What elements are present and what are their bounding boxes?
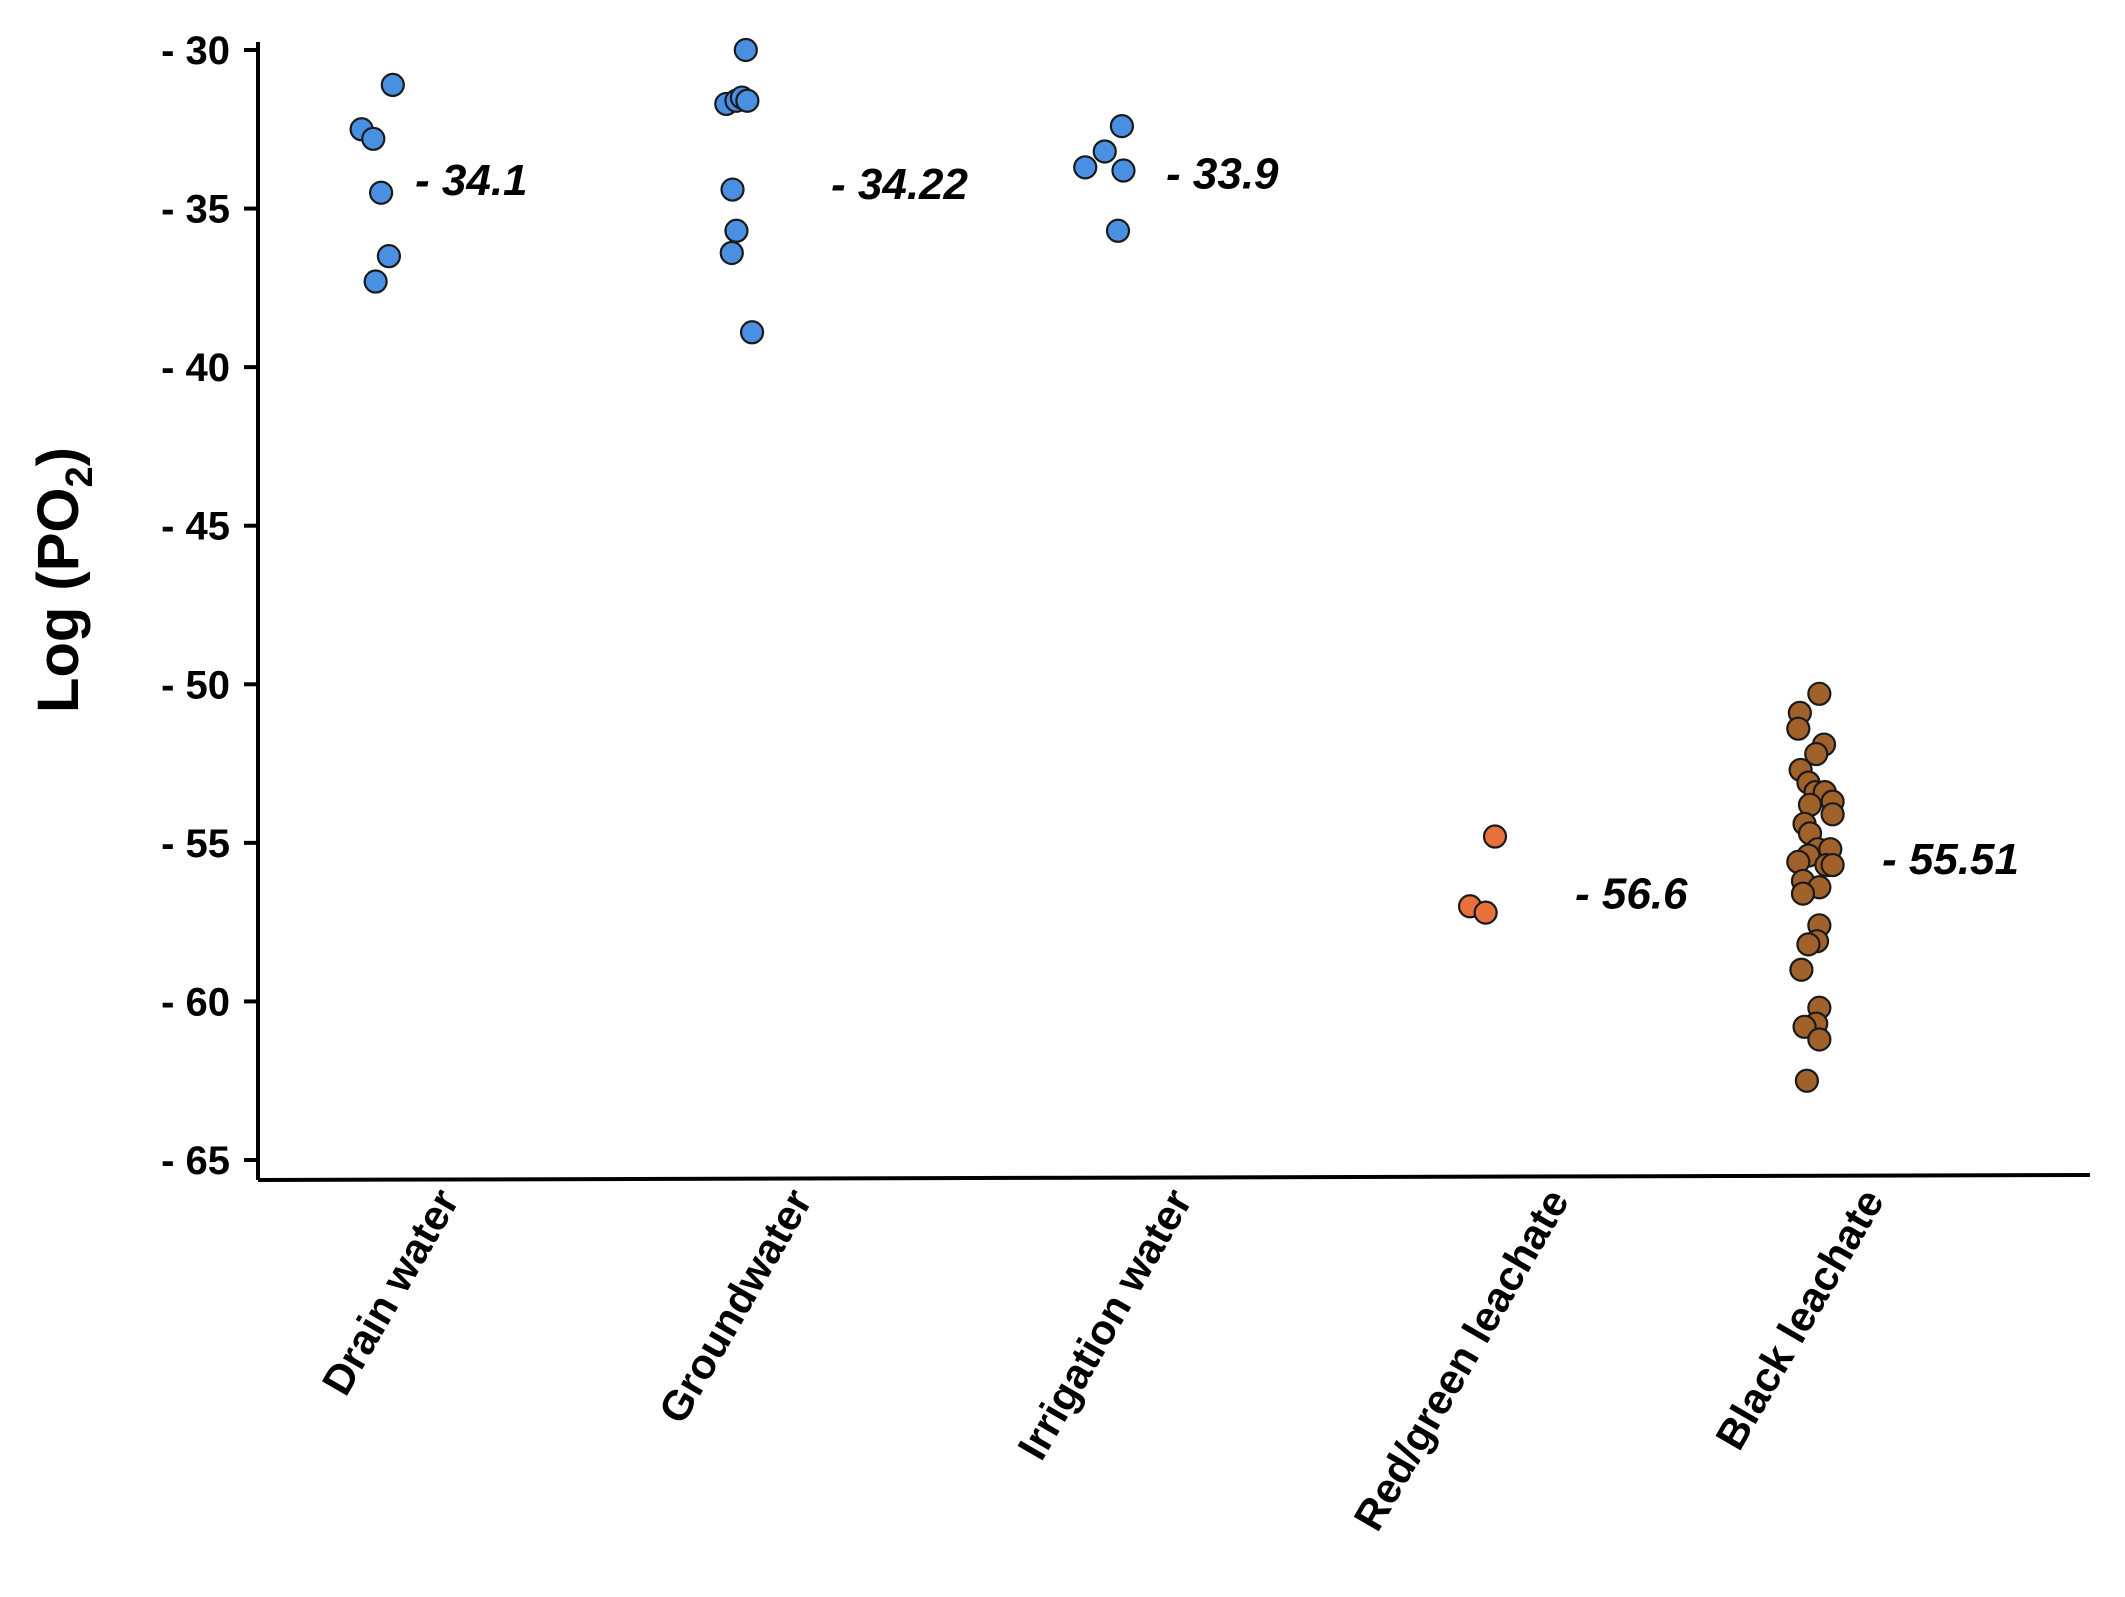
y-tick-label: - 40 (161, 346, 230, 390)
chart-axes (256, 42, 2091, 1182)
mean-label: - 55.51 (1882, 835, 2019, 884)
data-point (1807, 681, 1832, 706)
data-point (1105, 218, 1131, 243)
y-ticks: - 30 - 35 - 40 - 45 - 50 - 55 - 60 - 65 (161, 29, 258, 1183)
data-point (369, 180, 394, 205)
mean-label: - 56.6 (1575, 870, 1688, 919)
data-point (1786, 716, 1811, 741)
data-point (1482, 824, 1508, 849)
data-point (380, 72, 405, 97)
data-point (1111, 158, 1136, 183)
mean-labels: - 34.1 - 34.22 - 33.9 - 56.6 - 55.51 (415, 150, 2019, 919)
data-point (1820, 802, 1845, 827)
y-axis-label: Log (PO2) (26, 447, 101, 713)
y-axis-label-main: Log (PO (26, 487, 91, 713)
y-tick-label: - 45 (161, 505, 230, 549)
category-label: Drain water (313, 1181, 468, 1403)
y-tick-label: - 65 (161, 1139, 230, 1183)
category-label: Black leachate (1706, 1181, 1893, 1457)
y-axis-label-subscript: 2 (59, 466, 101, 487)
data-point (739, 320, 765, 345)
y-tick-label: - 60 (161, 980, 230, 1024)
mean-label: - 34.22 (831, 160, 969, 209)
data-point (719, 240, 744, 266)
data-point (735, 88, 760, 113)
data-point (724, 218, 749, 243)
category-label: Irrigation water (1008, 1181, 1200, 1467)
mean-label: - 34.1 (415, 156, 528, 205)
y-tick-label: - 55 (161, 822, 230, 866)
y-tick-label: - 30 (161, 29, 230, 73)
y-tick-label: - 35 (161, 188, 230, 232)
data-point (1789, 957, 1814, 982)
category-labels: Drain water Groundwater Irrigation water Re… (313, 1181, 1893, 1538)
data-points (349, 37, 1845, 1093)
data-point (376, 244, 401, 269)
data-point (1473, 900, 1498, 925)
data-point (720, 177, 745, 202)
data-point (1807, 1027, 1832, 1052)
data-point (1804, 741, 1829, 767)
category-label: Red/green leachate (1345, 1181, 1578, 1538)
data-point (361, 126, 386, 151)
mean-label: - 33.9 (1166, 150, 1279, 199)
y-axis-label-close: ) (26, 447, 91, 466)
data-point (1820, 852, 1845, 878)
x-axis-line (257, 1173, 2091, 1182)
data-point (1073, 155, 1098, 180)
data-point (733, 37, 758, 63)
data-point (1109, 114, 1135, 139)
data-point (1796, 932, 1821, 957)
data-point (363, 269, 388, 294)
data-point (1790, 881, 1816, 906)
data-point (1092, 139, 1117, 164)
y-tick-label: - 50 (161, 663, 230, 707)
data-point (1794, 1068, 1819, 1093)
category-label: Groundwater (649, 1181, 820, 1431)
